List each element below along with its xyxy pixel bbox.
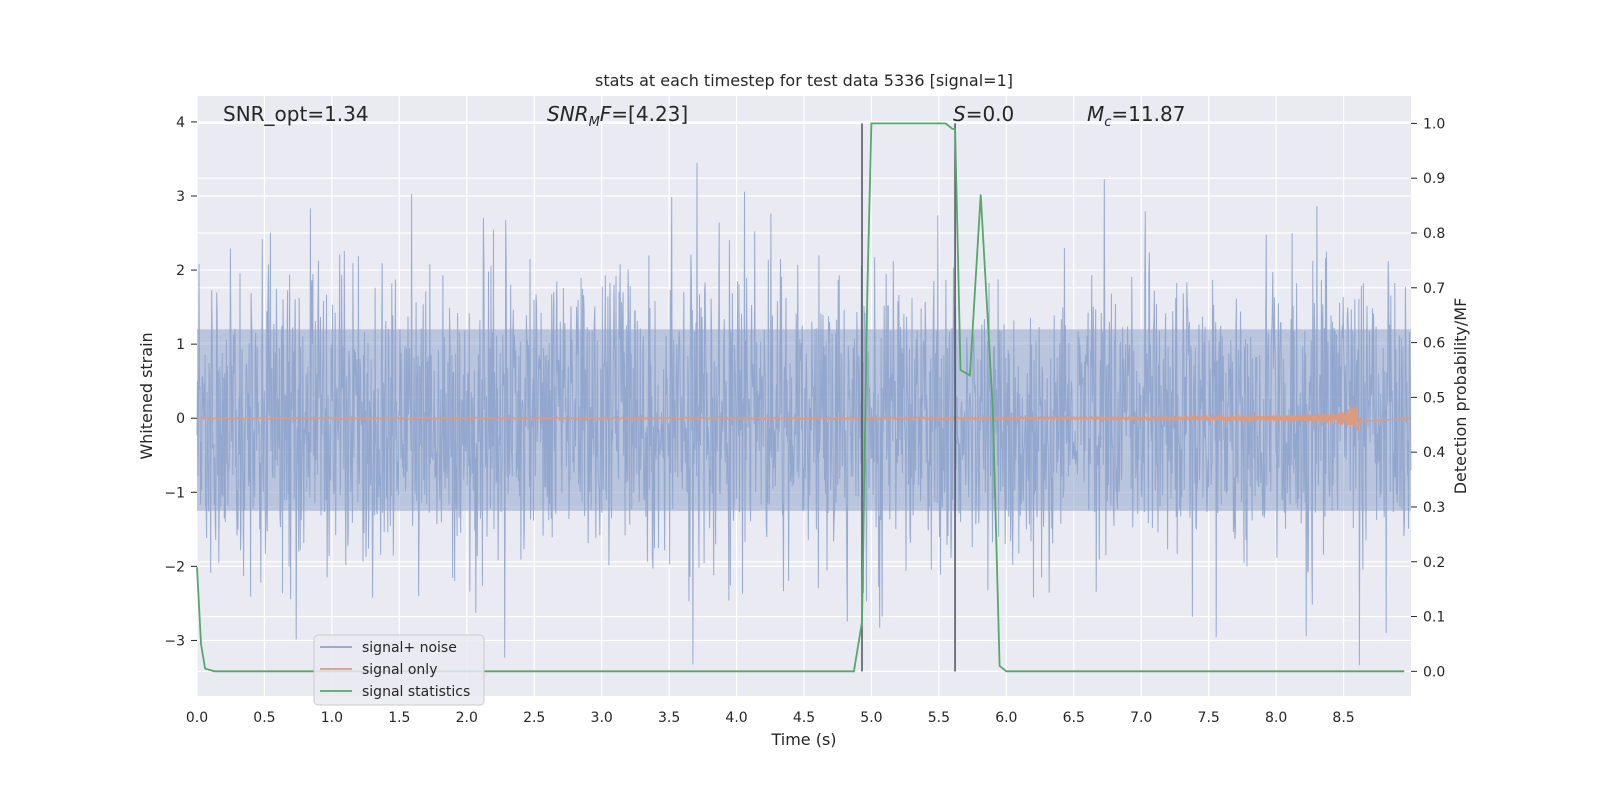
signal-only-line (196, 406, 1412, 433)
y2-axis-label: Detection probability/MF (1451, 298, 1470, 495)
legend-label-signal-only: signal only (362, 662, 437, 678)
x-tick-label: 8.0 (1265, 710, 1287, 726)
legend: signal+ noise signal only signal statist… (313, 634, 485, 706)
signal-only-series (196, 406, 1412, 433)
y-tick-labels: 4 3 2 1 0 −1 −2 −3 (164, 115, 197, 649)
y2-tick-label: 0.9 (1423, 171, 1445, 187)
y2-tick-label: 0.4 (1423, 445, 1445, 461)
x-tick-label: 8.5 (1332, 710, 1354, 726)
x-tick-label: 5.5 (928, 710, 950, 726)
annotation-chirp-mass-value: =11.87 (1111, 102, 1185, 126)
x-axis-label: Time (s) (770, 730, 836, 749)
y2-tick-label: 1.0 (1423, 116, 1445, 132)
annotation-snr-mf-value: =[4.23] (611, 102, 688, 126)
annotation-chirp-mass: Mc=11.87 (1087, 102, 1185, 130)
y2-tick-labels: 1.0 0.9 0.8 0.7 0.6 0.5 0.4 0.3 0.2 0.1 0.0 (1411, 116, 1445, 680)
y2-tick-label: 0.0 (1423, 664, 1445, 680)
signal-noise-band (197, 329, 1411, 511)
y2-tick-label: 0.1 (1423, 610, 1445, 626)
x-tick-label: 6.0 (995, 710, 1017, 726)
x-tick-label: 0.5 (253, 710, 275, 726)
x-tick-label: 1.5 (388, 710, 410, 726)
chart-title: stats at each timestep for test data 533… (595, 71, 1013, 90)
legend-box (313, 634, 485, 706)
annotation-s-stat-value: =0.0 (966, 102, 1015, 126)
x-tick-label: 3.0 (591, 710, 613, 726)
x-tick-label: 4.0 (725, 710, 747, 726)
legend-label-signal-statistics: signal statistics (362, 684, 470, 700)
y-tick-label: −3 (164, 633, 185, 649)
annotation-s-stat: S=0.0 (953, 102, 1014, 126)
y2-tick-label: 0.2 (1423, 555, 1445, 571)
x-tick-label: 4.5 (793, 710, 815, 726)
x-tick-label: 7.0 (1130, 710, 1152, 726)
y-tick-label: 1 (176, 337, 185, 353)
y-tick-label: 2 (176, 263, 185, 279)
y-tick-label: 0 (176, 411, 185, 427)
x-tick-label: 1.0 (321, 710, 343, 726)
y-tick-label: −1 (164, 485, 185, 501)
y2-tick-label: 0.8 (1423, 226, 1445, 242)
x-tick-label: 2.0 (456, 710, 478, 726)
x-tick-label: 6.5 (1063, 710, 1085, 726)
x-tick-labels: 0.0 0.5 1.0 1.5 2.0 2.5 3.0 3.5 4.0 4.5 5.0 5.5 6.0 6… (186, 710, 1355, 726)
x-tick-label: 7.5 (1198, 710, 1220, 726)
y-axis-label: Whitened strain (137, 332, 156, 459)
annotation-snr-mf: SNRMF=[4.23] (547, 102, 688, 130)
annotation-snr-opt: SNR_opt=1.34 (223, 102, 369, 126)
signal-noise-series (196, 162, 1412, 666)
legend-label-signal-noise: signal+ noise (362, 640, 457, 656)
y-tick-label: 3 (176, 189, 185, 205)
y2-tick-label: 0.5 (1423, 390, 1445, 406)
y-tick-label: 4 (176, 115, 185, 131)
y2-tick-label: 0.3 (1423, 500, 1445, 516)
x-tick-label: 0.0 (186, 710, 208, 726)
y-tick-label: −2 (164, 559, 185, 575)
x-tick-label: 5.0 (860, 710, 882, 726)
y2-tick-label: 0.6 (1423, 336, 1445, 352)
x-tick-label: 2.5 (523, 710, 545, 726)
x-tick-label: 3.5 (658, 710, 680, 726)
y2-tick-label: 0.7 (1423, 281, 1445, 297)
